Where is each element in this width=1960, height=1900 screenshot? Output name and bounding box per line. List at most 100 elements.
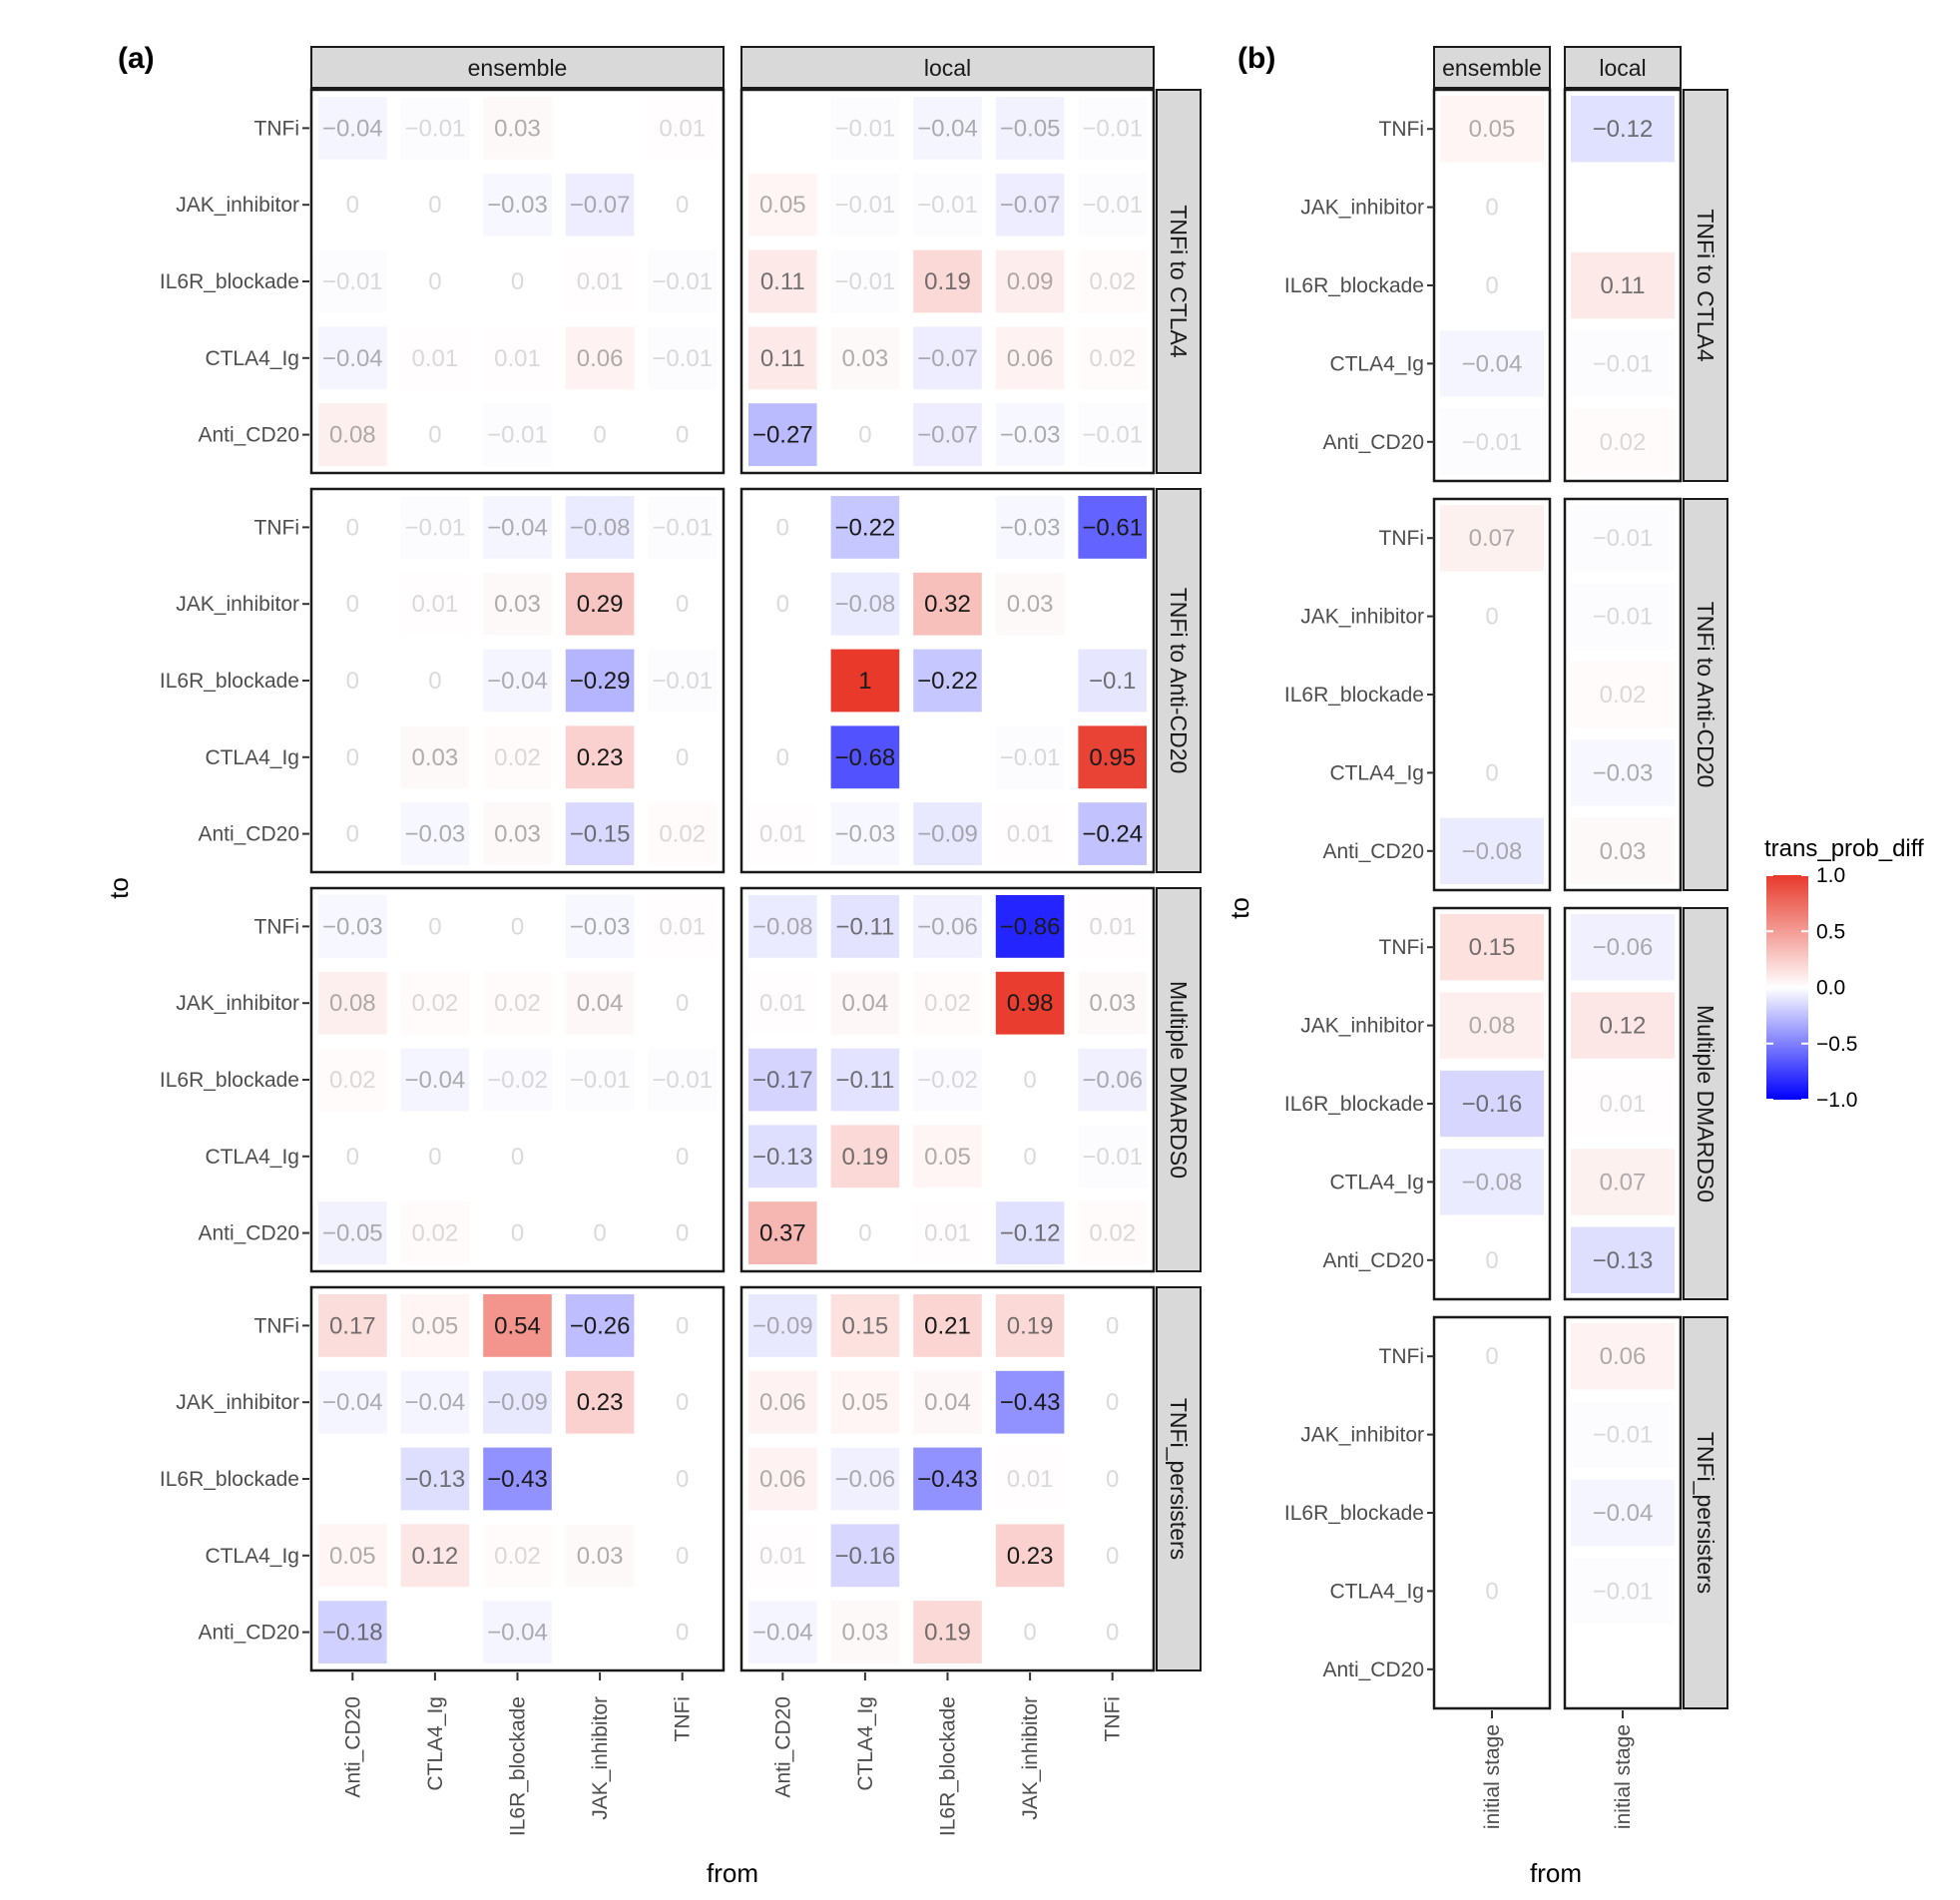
row-strip-tnfi-persisters-a <box>1156 1286 1202 1671</box>
heatmap-cell <box>748 802 817 865</box>
heatmap-cell-label: −0.05 <box>322 1220 383 1247</box>
y-tick-label-JAK_inhibitor-tnfi-persisters-a: JAK_inhibitor <box>176 1391 299 1414</box>
heatmap-cell <box>648 1294 717 1357</box>
heatmap-cell <box>830 1048 900 1112</box>
heatmap-cell-label: 0 <box>1023 1620 1036 1647</box>
heatmap-cell-label: −0.86 <box>1000 913 1061 940</box>
heatmap-cell <box>995 1524 1065 1588</box>
heatmap-cell <box>318 1370 387 1434</box>
heatmap-cell <box>648 895 717 958</box>
heatmap-cell-label: 0 <box>1485 272 1498 299</box>
heatmap-cell-label: 0.05 <box>412 1312 459 1339</box>
panel-frame-tnfi-persisters-ensemble-a <box>309 1285 726 1672</box>
heatmap-cell-label: −0.02 <box>487 1067 548 1094</box>
heatmap-cell-label: 0 <box>511 1220 524 1247</box>
heatmap-cell-label: 0 <box>676 591 689 618</box>
panel-frame-tnfi-to-anti-cd20-ensemble-a <box>309 487 726 874</box>
row-strip-tnfi-to-anti-cd20-b <box>1683 498 1728 891</box>
y-tick-label-TNFi-tnfi-persisters-a: TNFi <box>254 1314 300 1337</box>
heatmap-cell <box>1571 914 1675 981</box>
heatmap-cell-label: 0 <box>428 268 441 295</box>
x-axis-title-a: from <box>707 1858 758 1888</box>
y-tick-label-TNFi-tnfi-to-anti-cd20-b: TNFi <box>1379 527 1425 550</box>
heatmap-cell <box>483 97 552 160</box>
heatmap-cell <box>830 97 900 160</box>
heatmap-cell <box>995 802 1065 865</box>
heatmap-cell-label: −0.01 <box>487 422 548 449</box>
heatmap-cell-label: −0.03 <box>570 913 631 940</box>
heatmap-cell <box>648 1048 717 1112</box>
heatmap-cell-label: −0.01 <box>835 268 896 295</box>
row-strip-label-multiple-dmards0-a: Multiple DMARDS0 <box>1166 981 1192 1179</box>
heatmap-cell-label: 0.05 <box>759 192 806 219</box>
x-tick-label-IL6R_blockade-local-a: IL6R_blockade <box>937 1696 960 1836</box>
heatmap-cell-label: 0 <box>511 1144 524 1171</box>
heatmap-cell-label: −0.03 <box>1000 514 1061 541</box>
heatmap-cell <box>648 403 717 466</box>
heatmap-cell <box>1571 817 1675 884</box>
heatmap-cell <box>830 802 900 865</box>
heatmap-cell <box>1078 1524 1147 1588</box>
heatmap-cell-label: 0 <box>511 913 524 940</box>
heatmap-cell <box>648 1370 717 1434</box>
heatmap-cell-label: 0.03 <box>1007 591 1054 618</box>
heatmap-cell-label: 0 <box>676 990 689 1017</box>
heatmap-cell <box>1078 649 1147 712</box>
panel-frame-tnfi-persisters-local-b <box>1563 1315 1683 1710</box>
heatmap-cell <box>400 895 470 958</box>
heatmap-cell-label: 0.01 <box>659 115 706 142</box>
row-strip-label-tnfi-persisters-b: TNFi_persisters <box>1693 1432 1718 1594</box>
y-tick-label-CTLA4_Ig-tnfi-to-anti-cd20-b: CTLA4_Ig <box>1329 761 1424 784</box>
heatmap-cell <box>318 403 387 466</box>
heatmap-cell <box>318 1294 387 1357</box>
column-strip-label-local-b: local <box>1599 55 1646 81</box>
legend-tick-label: 0.5 <box>1816 920 1845 943</box>
heatmap-cell-label: 0.12 <box>1600 1013 1647 1040</box>
heatmap-cell-label: 0.02 <box>659 821 706 848</box>
y-tick-label-Anti_CD20-tnfi-to-ctla4-a: Anti_CD20 <box>198 424 299 447</box>
heatmap-cell-label: −0.01 <box>1593 1578 1654 1605</box>
heatmap-cell <box>400 1447 470 1511</box>
heatmap-cell <box>995 572 1065 636</box>
heatmap-cell-label: 0 <box>1485 195 1498 222</box>
panel-frame-tnfi-to-ctla4-local-b <box>1563 88 1683 483</box>
heatmap-cell-label: −0.01 <box>652 514 713 541</box>
heatmap-cell <box>1571 661 1675 728</box>
heatmap-cell-label: −0.43 <box>917 1466 978 1493</box>
heatmap-cell <box>318 1524 387 1588</box>
heatmap-cell <box>1440 174 1544 240</box>
heatmap-cell <box>648 649 717 712</box>
heatmap-cell <box>400 802 470 865</box>
heatmap-cell-label: −0.01 <box>322 268 383 295</box>
heatmap-cell-label: −0.01 <box>652 345 713 372</box>
heatmap-cell <box>400 649 470 712</box>
heatmap-cell <box>1571 1323 1675 1390</box>
heatmap-cell <box>1571 992 1675 1059</box>
heatmap-cell-label: −0.07 <box>917 422 978 449</box>
heatmap-cell <box>648 971 717 1035</box>
heatmap-cell-label: 0 <box>676 1312 689 1339</box>
heatmap-cell <box>748 971 817 1035</box>
heatmap-cell-label: −0.29 <box>570 668 631 695</box>
legend-tick-label: −1.0 <box>1816 1089 1857 1112</box>
y-tick-label-CTLA4_Ig-multiple-dmards0-a: CTLA4_Ig <box>205 1146 299 1169</box>
column-strip-local-a <box>740 46 1155 89</box>
heatmap-cell-label: 0.23 <box>1007 1543 1054 1570</box>
heatmap-cell-label: −0.08 <box>1462 838 1523 865</box>
heatmap-cell-label: 0 <box>676 1389 689 1416</box>
heatmap-cell-label: 0 <box>428 668 441 695</box>
heatmap-cell-label: 0.01 <box>659 913 706 940</box>
heatmap-cell-label: −0.07 <box>1000 192 1061 219</box>
heatmap-cell-label: 0 <box>858 1220 871 1247</box>
heatmap-cell <box>1078 971 1147 1035</box>
heatmap-cell-label: −0.09 <box>487 1389 548 1416</box>
heatmap-cell <box>913 1294 982 1357</box>
heatmap-cell-label: −0.01 <box>1462 429 1523 456</box>
heatmap-cell-label: 0.04 <box>842 990 889 1017</box>
heatmap-cell-label: −0.04 <box>322 1389 383 1416</box>
row-strip-tnfi-to-anti-cd20-a <box>1156 488 1202 873</box>
legend-tick-label: 1.0 <box>1816 864 1845 887</box>
heatmap-cell-label: −0.13 <box>752 1144 813 1171</box>
heatmap-cell-label: 0.05 <box>842 1389 889 1416</box>
heatmap-cell <box>1571 330 1675 397</box>
